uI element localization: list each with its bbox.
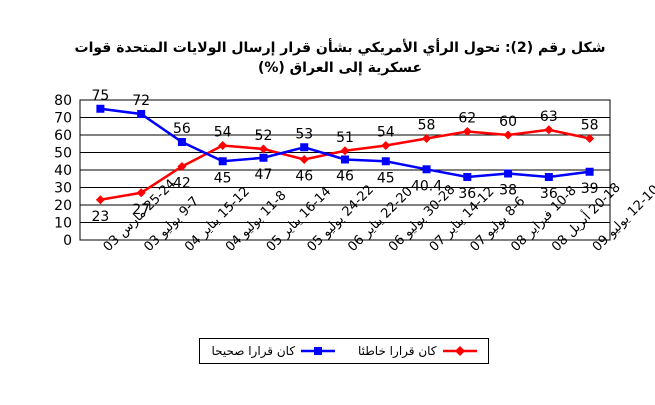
y-tick-label: 30	[54, 181, 72, 197]
y-tick-label: 70	[54, 111, 72, 127]
legend-label-wrong: كان قرارا خاطئا	[357, 344, 437, 358]
data-point-correct	[177, 138, 186, 146]
data-point-wrong	[544, 125, 554, 135]
data-label-correct: 56	[173, 121, 191, 137]
data-label-correct: 45	[214, 170, 232, 186]
data-point-correct	[463, 173, 472, 181]
data-label-wrong: 63	[540, 109, 558, 125]
legend-entry-correct: كان قرارا صحيحا	[211, 344, 336, 358]
y-tick-label: 10	[54, 216, 72, 232]
data-label-wrong: 54	[377, 125, 395, 141]
data-label-correct: 36	[540, 186, 558, 202]
data-point-wrong	[585, 134, 595, 143]
y-tick-label: 20	[54, 198, 72, 214]
data-label-correct: 39	[581, 181, 599, 197]
legend-swatch-wrong	[442, 346, 477, 356]
data-label-wrong: 46	[295, 169, 313, 185]
data-point-correct	[300, 143, 309, 152]
data-label-wrong: 23	[91, 209, 109, 225]
data-label-correct: 75	[91, 88, 109, 104]
data-label-correct: 38	[499, 183, 517, 199]
data-label-wrong: 60	[499, 114, 517, 130]
data-point-correct	[218, 157, 227, 166]
data-point-correct	[585, 167, 594, 176]
data-point-correct	[544, 173, 553, 181]
data-label-correct: 40.4	[411, 178, 442, 194]
y-tick-label: 40	[54, 163, 72, 179]
data-point-correct	[137, 110, 146, 118]
data-label-correct: 46	[336, 169, 354, 185]
data-label-wrong: 62	[458, 111, 476, 127]
data-label-wrong: 52	[255, 128, 273, 144]
data-label-correct: 36	[458, 186, 476, 202]
y-tick-label: 0	[63, 233, 72, 249]
data-point-correct	[341, 155, 349, 164]
data-label-wrong: 42	[173, 176, 191, 192]
data-point-wrong	[381, 141, 391, 150]
data-point-correct	[504, 169, 513, 178]
data-point-correct	[422, 165, 431, 174]
data-point-correct	[259, 153, 268, 162]
data-point-wrong	[136, 188, 146, 198]
data-point-wrong	[218, 141, 228, 150]
data-label-correct: 53	[295, 126, 313, 142]
y-tick-label: 50	[54, 146, 72, 162]
legend-label-correct: كان قرارا صحيحا	[211, 344, 296, 358]
data-point-correct	[96, 104, 105, 113]
data-point-wrong	[422, 134, 432, 143]
data-point-wrong	[258, 144, 268, 154]
data-label-wrong: 58	[581, 118, 599, 134]
data-point-wrong	[340, 146, 350, 156]
data-point-wrong	[95, 195, 105, 205]
data-point-wrong	[299, 155, 309, 164]
data-label-correct: 72	[132, 93, 150, 109]
data-label-wrong: 51	[336, 130, 354, 146]
data-point-wrong	[177, 162, 187, 171]
data-point-correct	[381, 157, 390, 166]
y-tick-label: 80	[54, 93, 72, 109]
data-label-correct: 45	[377, 170, 395, 186]
legend: كان قرارا صحيحا كان قرارا خاطئا	[199, 338, 489, 364]
y-tick-label: 60	[54, 128, 72, 144]
data-label-wrong: 54	[214, 125, 232, 141]
data-label-wrong: 27	[132, 202, 150, 218]
data-point-wrong	[503, 130, 513, 140]
data-point-wrong	[462, 127, 472, 136]
chart-title: شكل رقم (2): تحول الرأي الأمريكي بشأن قر…	[74, 40, 606, 76]
data-label-wrong: 58	[418, 118, 436, 134]
legend-entry-wrong: كان قرارا خاطئا	[358, 344, 477, 358]
legend-swatch-correct	[301, 347, 336, 355]
data-label-correct: 47	[255, 167, 273, 183]
